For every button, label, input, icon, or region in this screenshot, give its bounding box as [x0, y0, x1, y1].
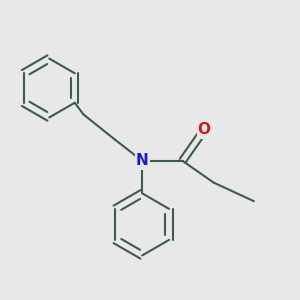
Text: O: O	[198, 122, 211, 137]
Text: N: N	[136, 153, 148, 168]
